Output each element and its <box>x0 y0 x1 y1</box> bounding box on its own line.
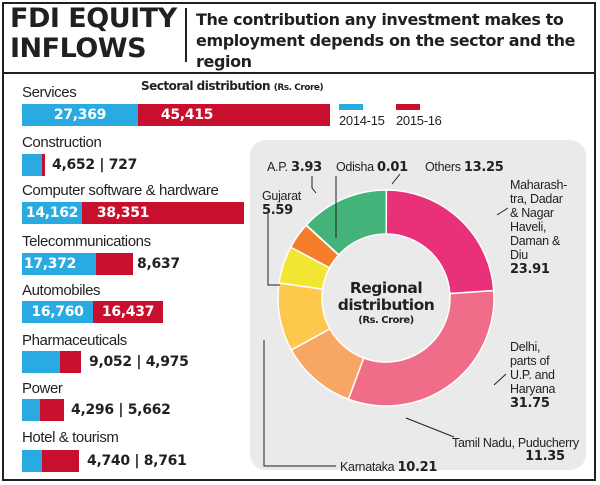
graphic-frame <box>2 2 596 481</box>
donut-slice-delhi <box>347 289 495 407</box>
region-label-ap: A.P. 3.93 <box>267 160 322 175</box>
bar-telecommunications-2015-16 <box>96 253 133 275</box>
region-label-gujarat: Gujarat 5.59 <box>262 189 301 218</box>
sector-label-hotel-tourism: Hotel & tourism <box>22 429 119 446</box>
bar-automobiles-2014-15 <box>22 301 93 323</box>
header-rule <box>2 72 596 74</box>
region-label-karnataka: Karnataka 10.21 <box>340 460 437 475</box>
bar-hotel-tourism-2014-15 <box>22 450 42 472</box>
region-name-delhi-line-1: Delhi, <box>510 340 541 354</box>
sectoral-title-text: Sectoral distribution <box>141 79 271 93</box>
leader-line-karnataka <box>263 340 336 467</box>
sector-label-telecommunications: Telecommunications <box>22 233 151 250</box>
region-value-gujarat: 5.59 <box>262 203 293 218</box>
value-label-pharmaceuticals: 9,052 | 4,975 <box>89 354 189 370</box>
sector-label-pharmaceuticals: Pharmaceuticals <box>22 332 127 349</box>
leader-line-ap <box>311 176 317 194</box>
legend-label-2015-16: 2015-16 <box>396 113 442 128</box>
value-label-telecommunications-2014-15: 17,372 <box>23 256 77 272</box>
bar-hotel-tourism-2015-16 <box>42 450 79 472</box>
header-divider <box>185 8 187 62</box>
bar-pharmaceuticals-2014-15 <box>22 351 60 373</box>
legend-swatch-2015-16 <box>396 104 420 110</box>
leader-line-maharashtra <box>496 207 509 216</box>
value-label-telecommunications-2015-16: 8,637 <box>137 256 180 272</box>
region-label-tamil-nadu: Tamil Nadu, Puducherry 11.35 <box>452 436 579 464</box>
bar-construction-2014-15 <box>22 154 42 176</box>
region-name-maharashtra-line-1: Maharash- <box>510 178 568 192</box>
region-name-maharashtra-line-6: Diu <box>510 248 528 262</box>
region-name-delhi-line-4: Haryana <box>510 382 556 396</box>
bar-telecommunications-2014-15 <box>22 253 96 275</box>
region-name-delhi-line-3: U.P. and <box>510 368 555 382</box>
value-label-automobiles-2014-15: 16,760 <box>31 304 84 320</box>
value-label-computer-software-2015-16: 38,351 <box>96 205 150 221</box>
sector-label-automobiles: Automobiles <box>22 282 101 299</box>
region-name-odisha: Odisha <box>336 160 374 174</box>
region-label-delhi: Delhi, parts of U.P. and Haryana 31.75 <box>510 340 555 411</box>
sector-label-computer-software-hardware: Computer software & hardware <box>22 182 219 199</box>
region-name-tamil-nadu: Tamil Nadu, Puducherry <box>452 436 579 450</box>
value-label-automobiles-2015-16: 16,437 <box>101 304 155 320</box>
donut-title-line-1: Regional <box>349 279 423 297</box>
region-value-others: 13.25 <box>463 160 504 175</box>
leader-line-tamil-nadu <box>405 417 455 438</box>
bar-power-2015-16 <box>40 399 64 421</box>
region-label-maharashtra: Maharash- tra, Dadar & Nagar Haveli, Dam… <box>510 178 567 277</box>
sectoral-title-unit: (Rs. Crore) <box>273 83 324 93</box>
region-name-ap: A.P. <box>267 160 288 174</box>
region-name-karnataka: Karnataka <box>340 460 395 474</box>
page-subtitle: The contribution any investment makes to… <box>196 10 576 71</box>
value-label-hotel-tourism: 4,740 | 8,761 <box>87 453 187 469</box>
region-name-maharashtra-line-3: & Nagar <box>510 206 554 220</box>
title-line-2: INFLOWS <box>10 33 147 64</box>
value-label-services-2015-16: 45,415 <box>160 107 214 123</box>
donut-center-title: Regional distribution (Rs. Crore) <box>326 280 446 328</box>
legend-swatch-2014-15 <box>339 104 363 110</box>
donut-title-line-2: distribution <box>337 296 435 314</box>
leader-line-gujarat <box>267 214 280 286</box>
page-title: FDI EQUITY INFLOWS <box>10 4 177 64</box>
bar-computer-software-2015-16 <box>82 202 244 224</box>
value-label-computer-software-2014-15: 14,162 <box>25 205 79 221</box>
leader-line-others <box>391 173 401 185</box>
value-label-construction: 4,652 | 727 <box>52 157 138 173</box>
donut-slice-others <box>305 189 388 256</box>
value-label-services-2014-15: 27,369 <box>53 107 107 123</box>
region-label-odisha: Odisha 0.01 <box>336 160 408 175</box>
region-value-maharashtra: 23.91 <box>510 262 550 277</box>
donut-title-unit: (Rs. Crore) <box>358 315 414 326</box>
value-label-power: 4,296 | 5,662 <box>71 402 171 418</box>
sector-label-power: Power <box>22 380 63 397</box>
region-name-maharashtra-line-2: tra, Dadar <box>510 192 563 206</box>
bar-services-2015-16 <box>138 104 330 126</box>
region-name-maharashtra-line-5: Daman & <box>510 234 561 248</box>
region-value-odisha: 0.01 <box>377 160 408 175</box>
sectoral-chart-title: Sectoral distribution (Rs. Crore) <box>141 79 324 93</box>
region-name-maharashtra-line-4: Haveli, <box>510 220 547 234</box>
region-value-delhi: 31.75 <box>510 396 550 411</box>
sector-label-services: Services <box>22 84 77 101</box>
region-name-others: Others <box>425 160 461 174</box>
region-value-tamil-nadu: 11.35 <box>525 449 565 464</box>
title-line-1: FDI EQUITY <box>10 3 177 34</box>
donut-slices <box>277 189 495 407</box>
sector-label-construction: Construction <box>22 134 102 151</box>
leader-lines <box>263 173 509 467</box>
region-value-karnataka: 10.21 <box>397 460 438 475</box>
bar-services-2014-15 <box>22 104 138 126</box>
leader-line-delhi <box>493 373 507 386</box>
bar-pharmaceuticals-2015-16 <box>60 351 81 373</box>
region-name-gujarat: Gujarat <box>262 189 301 203</box>
region-name-delhi-line-2: parts of <box>510 354 550 368</box>
region-label-others: Others 13.25 <box>425 160 504 175</box>
bar-construction-2015-16 <box>42 154 45 176</box>
bar-power-2014-15 <box>22 399 40 421</box>
legend-label-2014-15: 2014-15 <box>339 113 385 128</box>
bar-computer-software-2014-15 <box>22 202 82 224</box>
region-value-ap: 3.93 <box>291 160 322 175</box>
bar-automobiles-2015-16 <box>93 301 163 323</box>
